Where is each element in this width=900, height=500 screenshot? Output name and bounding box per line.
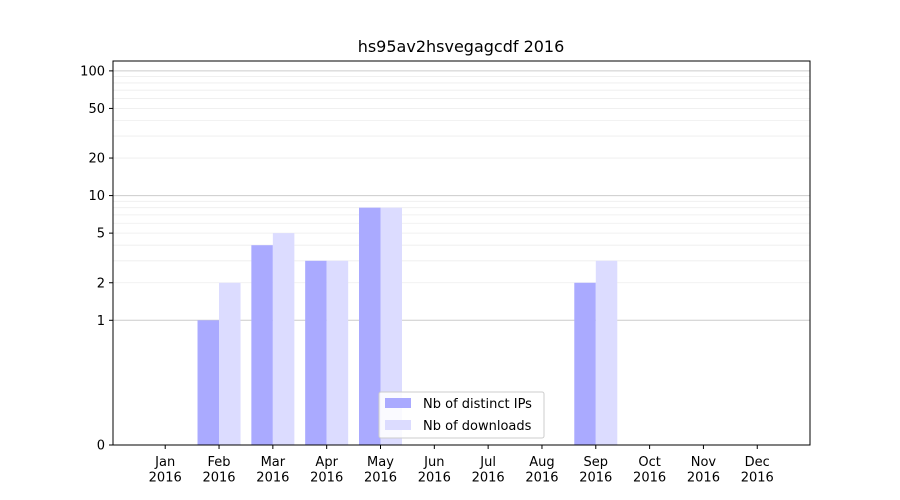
y-tick-label: 50 [88,102,105,117]
y-tick-label: 1 [97,314,105,329]
bar-distinct-ips-may [358,207,381,445]
bar-downloads-may [380,207,402,445]
y-tick-label: 0 [97,439,105,454]
bar-distinct-ips-apr [305,260,327,445]
bar-downloads-sep [595,260,618,445]
grid-lines [113,70,810,321]
x-axis: Jan 2016 Feb 2016 Mar 2016 Apr 2016 May 2016 Jun 20… [149,445,774,486]
y-tick-label: 5 [97,227,105,242]
y-tick-label: 20 [88,152,105,167]
x-tick-label: Jun 2016 [418,455,451,486]
y-tick-label: 2 [97,276,105,291]
x-tick-label: Mar 2016 [256,455,289,486]
chart-title: hs95av2hsvegagcdf 2016 [358,37,565,56]
x-tick-label: Dec 2016 [741,455,774,486]
plot-frame [112,60,811,446]
legend: Nb of distinct IPs Nb of downloads [378,391,545,439]
x-tick-label: Feb 2016 [202,455,235,486]
x-tick-label: Nov 2016 [687,455,720,486]
bar-distinct-ips-sep [574,282,596,445]
legend-swatch-distinct-ips [385,398,411,408]
x-tick-label: Oct 2016 [633,455,666,486]
y-tick-label: 10 [88,189,105,204]
bar-distinct-ips-mar [251,245,273,445]
legend-swatch-downloads [385,420,411,430]
legend-label-downloads: Nb of downloads [423,419,532,434]
y-axis: 0 1 2 5 10 20 50 100 [80,64,113,454]
bars [197,207,618,445]
x-tick-label: Apr 2016 [310,455,343,486]
x-tick-label: Aug 2016 [525,455,558,486]
bar-distinct-ips-feb [197,320,220,445]
bar-downloads-feb [219,282,241,445]
bar-downloads-apr [326,260,349,445]
x-tick-label: Jan 2016 [149,455,182,486]
x-tick-label: May 2016 [364,455,397,486]
legend-box [378,391,545,439]
x-tick-label: Sep 2016 [579,455,612,486]
bar-downloads-mar [272,233,295,445]
legend-label-distinct-ips: Nb of distinct IPs [423,397,532,412]
y-tick-label: 100 [80,64,105,79]
x-tick-label: Jul 2016 [472,455,505,486]
